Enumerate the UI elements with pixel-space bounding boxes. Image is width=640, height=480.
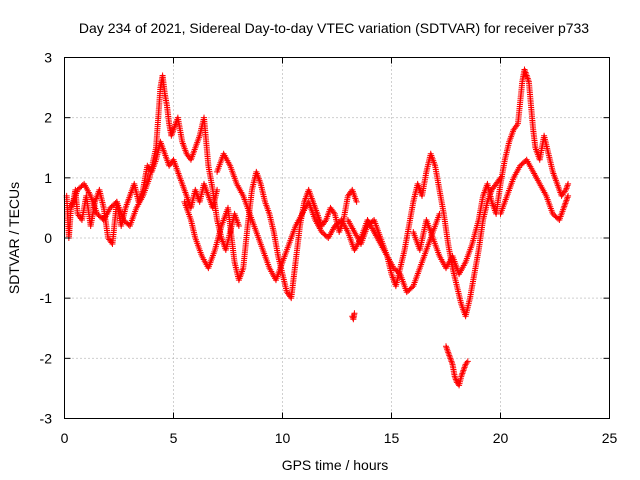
- series-p733-g: [443, 343, 471, 389]
- y-tick-label: -2: [40, 350, 53, 366]
- data-point: [235, 222, 242, 229]
- x-tick-label: 10: [275, 430, 291, 446]
- y-tick-label: 0: [44, 230, 52, 246]
- y-tick-label: -1: [40, 290, 53, 306]
- data-point: [565, 180, 572, 187]
- x-axis-label: GPS time / hours: [282, 457, 389, 473]
- data-point: [408, 284, 415, 291]
- series-p733-a: [63, 138, 221, 248]
- x-tick-label: 0: [61, 430, 69, 446]
- y-axis-label: SDTVAR / TECUs: [6, 182, 22, 294]
- data-point: [351, 310, 358, 317]
- y-tick-label: 2: [44, 110, 52, 126]
- y-tick-label: 1: [44, 170, 52, 186]
- series-p733-c: [181, 168, 360, 302]
- data-point: [464, 358, 471, 365]
- chart-title: Day 234 of 2021, Sidereal Day-to-day VTE…: [79, 20, 589, 36]
- series-p733-e: [349, 310, 358, 323]
- series-p733-f: [344, 150, 504, 320]
- series-p733-i: [497, 156, 572, 223]
- x-tick-label: 15: [384, 430, 400, 446]
- data-point: [353, 198, 360, 205]
- axis-ticks: 0 5 10 15 20 25 -3 -2 -1 0 1 2 3: [40, 50, 618, 447]
- grid: [64, 57, 610, 419]
- x-tick-label: 5: [170, 430, 178, 446]
- data-point: [565, 192, 572, 199]
- x-tick-label: 25: [602, 430, 618, 446]
- data-points: [63, 66, 572, 389]
- series-p733-h: [410, 66, 572, 278]
- y-tick-label: -3: [40, 411, 53, 427]
- y-tick-label: 3: [44, 50, 52, 66]
- series-p733-b: [68, 72, 242, 254]
- x-tick-label: 20: [493, 430, 509, 446]
